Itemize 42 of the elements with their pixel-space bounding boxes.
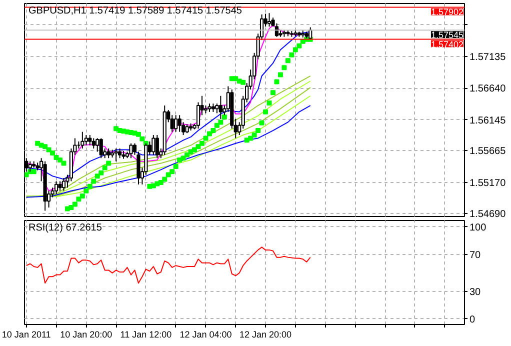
candlestick bbox=[88, 134, 92, 146]
candlestick bbox=[84, 134, 88, 146]
y-tick-label: 1.57135 bbox=[470, 52, 506, 63]
y-tick-label: 1.55665 bbox=[470, 146, 506, 158]
chart-title: RSI(12) 67.2615 bbox=[28, 222, 102, 234]
y-tick-label: 100 bbox=[470, 222, 487, 234]
candlestick bbox=[54, 180, 58, 195]
ref-line-label: 1.57902 bbox=[430, 7, 464, 18]
candlestick bbox=[28, 160, 32, 172]
x-tick-label: 10 Jan 20:00 bbox=[60, 330, 112, 340]
x-tick-label: 12 Jan 20:00 bbox=[239, 330, 292, 340]
candlestick bbox=[58, 180, 62, 192]
candlestick bbox=[106, 148, 110, 159]
candlestick bbox=[215, 103, 219, 114]
candlestick bbox=[267, 12, 272, 28]
candlestick bbox=[114, 148, 118, 162]
y-tick-label: 1.54690 bbox=[470, 208, 506, 220]
y-tick-label: 70 bbox=[470, 250, 482, 262]
candlestick bbox=[96, 138, 100, 152]
candlestick bbox=[178, 114, 182, 132]
y-tick-label: 1.55170 bbox=[470, 178, 506, 189]
candlestick bbox=[152, 134, 156, 156]
candlestick bbox=[62, 178, 66, 192]
candlestick bbox=[218, 95, 222, 120]
x-tick-label: 11 Jan 12:00 bbox=[120, 330, 172, 340]
chart-title: GBPUSD,H1 1.57419 1.57589 1.57415 1.57545 bbox=[28, 6, 242, 16]
y-tick-label: 30 bbox=[470, 286, 482, 298]
candlestick bbox=[118, 148, 122, 159]
line-series bbox=[26, 246, 311, 284]
x-tick-label: 10 Jan 2011 bbox=[2, 330, 51, 340]
y-tick-label: 1.56145 bbox=[470, 115, 506, 126]
candlestick bbox=[92, 138, 96, 149]
y-tick-label: 0 bbox=[470, 314, 476, 326]
candlestick bbox=[155, 134, 159, 159]
candlestick bbox=[80, 131, 84, 149]
ref-line-label: 1.57545 bbox=[430, 30, 464, 40]
candlestick bbox=[174, 114, 178, 132]
x-tick-label: 12 Jan 04:00 bbox=[180, 330, 232, 340]
candlestick bbox=[99, 138, 103, 159]
y-tick-label: 1.56640 bbox=[470, 84, 506, 95]
ref-line-label: 1.57402 bbox=[430, 39, 464, 50]
candlestick bbox=[129, 142, 133, 159]
